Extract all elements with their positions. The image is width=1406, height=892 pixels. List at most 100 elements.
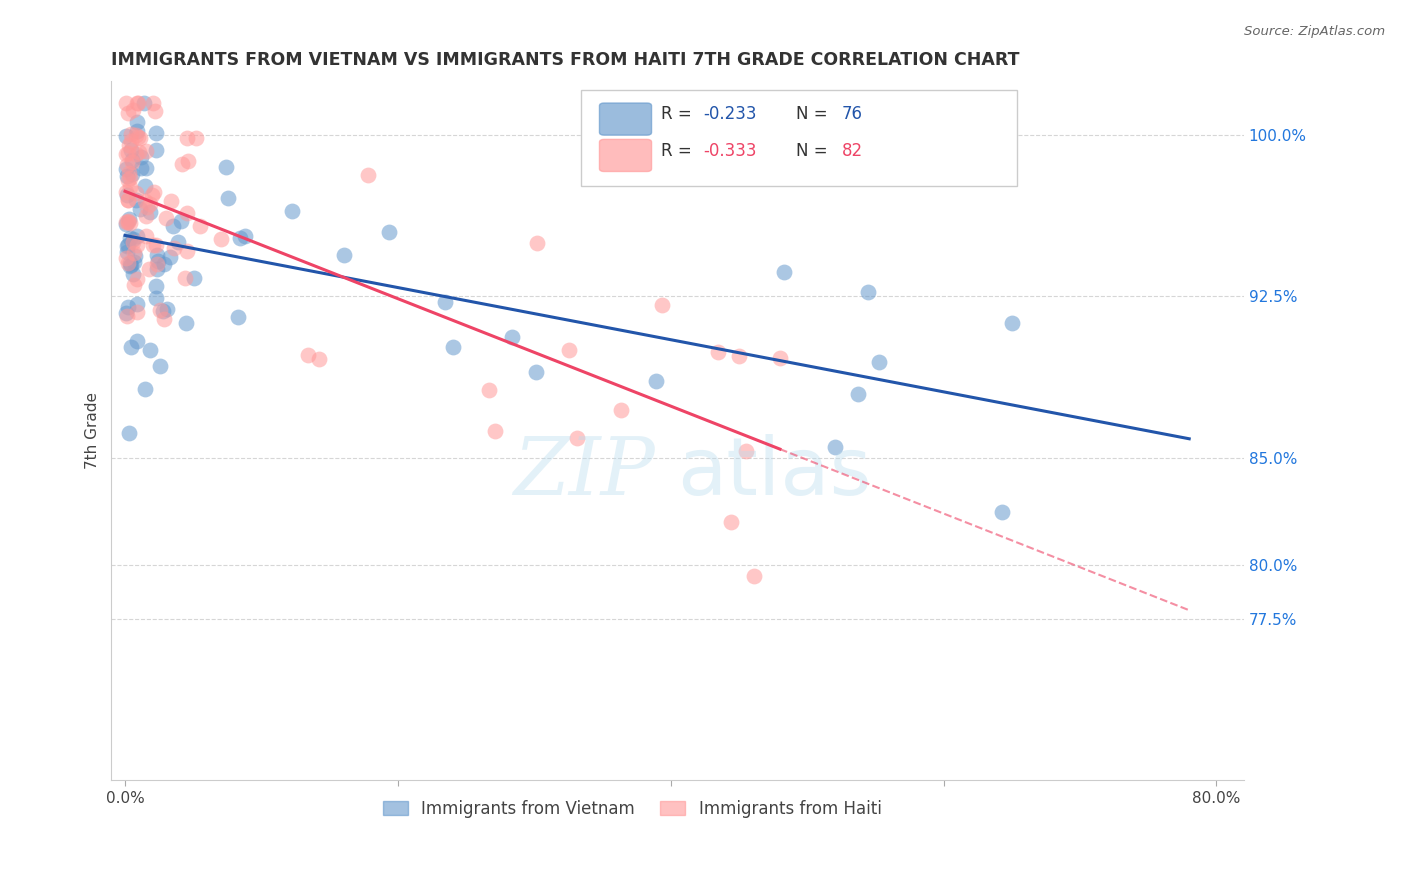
Point — [117, 105, 139, 120]
Point — [156, 301, 179, 316]
Point — [645, 374, 668, 388]
Point — [114, 147, 136, 161]
Point — [125, 297, 148, 311]
Point — [120, 230, 142, 244]
Point — [233, 229, 256, 244]
Point — [846, 387, 869, 401]
Point — [117, 214, 139, 228]
Text: -0.333: -0.333 — [703, 142, 758, 161]
Point — [610, 403, 633, 417]
Point — [115, 95, 138, 110]
Point — [209, 232, 232, 246]
Point — [229, 231, 252, 245]
Point — [122, 235, 145, 249]
Point — [769, 351, 792, 366]
Point — [117, 193, 139, 207]
Point — [858, 285, 880, 299]
Point — [121, 267, 143, 281]
Point — [121, 153, 143, 168]
Point — [184, 131, 207, 145]
Point — [139, 205, 162, 219]
Point — [152, 304, 174, 318]
Point — [170, 213, 193, 227]
Point — [146, 257, 169, 271]
Point — [125, 334, 148, 349]
Point — [117, 215, 139, 229]
Point — [118, 137, 141, 152]
Point — [357, 168, 380, 182]
Point — [114, 251, 136, 265]
Point — [526, 236, 548, 251]
Point — [115, 238, 138, 252]
Point — [720, 516, 742, 530]
Point — [215, 160, 238, 174]
Point — [183, 271, 205, 285]
Point — [146, 248, 169, 262]
Point — [125, 193, 148, 207]
Point — [114, 185, 136, 199]
Point — [176, 244, 198, 258]
Point — [127, 229, 149, 244]
Point — [228, 310, 250, 325]
Point — [125, 305, 148, 319]
Point — [134, 178, 156, 193]
Point — [297, 348, 319, 362]
Text: R =: R = — [661, 105, 696, 123]
Text: 76: 76 — [842, 105, 863, 123]
Point — [142, 238, 165, 252]
Point — [145, 126, 167, 140]
Point — [134, 194, 156, 209]
Point — [143, 185, 166, 199]
Point — [143, 103, 166, 118]
Point — [145, 238, 167, 252]
Legend: Immigrants from Vietnam, Immigrants from Haiti: Immigrants from Vietnam, Immigrants from… — [377, 793, 889, 824]
Point — [172, 157, 194, 171]
Point — [149, 359, 172, 373]
FancyBboxPatch shape — [581, 90, 1018, 186]
Point — [135, 145, 157, 159]
Point — [824, 440, 846, 454]
Point — [114, 129, 136, 144]
Point — [281, 204, 304, 219]
Point — [124, 146, 146, 161]
Point — [160, 194, 183, 209]
Point — [145, 278, 167, 293]
Point — [128, 145, 150, 159]
Point — [121, 103, 143, 117]
Point — [117, 173, 139, 187]
Point — [120, 256, 142, 270]
Point — [129, 161, 152, 175]
Point — [129, 150, 152, 164]
Point — [125, 237, 148, 252]
Point — [142, 95, 165, 110]
Point — [117, 238, 139, 252]
Point — [145, 143, 167, 157]
Point — [117, 309, 139, 323]
Point — [120, 134, 142, 148]
Point — [115, 306, 138, 320]
Point — [117, 256, 139, 270]
Point — [217, 191, 239, 205]
Point — [162, 219, 184, 234]
Point — [125, 186, 148, 200]
Point — [441, 341, 464, 355]
Point — [773, 264, 796, 278]
Point — [707, 344, 730, 359]
Point — [176, 206, 198, 220]
Point — [478, 384, 501, 398]
Point — [166, 235, 188, 249]
Point — [990, 505, 1012, 519]
Point — [153, 257, 176, 271]
Y-axis label: 7th Grade: 7th Grade — [86, 392, 100, 469]
Point — [501, 329, 523, 343]
Point — [125, 128, 148, 143]
Point — [742, 569, 765, 583]
Point — [121, 167, 143, 181]
Point — [377, 225, 399, 239]
Text: -0.233: -0.233 — [703, 105, 758, 123]
Point — [120, 144, 142, 158]
Point — [149, 303, 172, 318]
Point — [728, 349, 751, 363]
Point — [155, 211, 177, 226]
Point — [484, 424, 506, 438]
